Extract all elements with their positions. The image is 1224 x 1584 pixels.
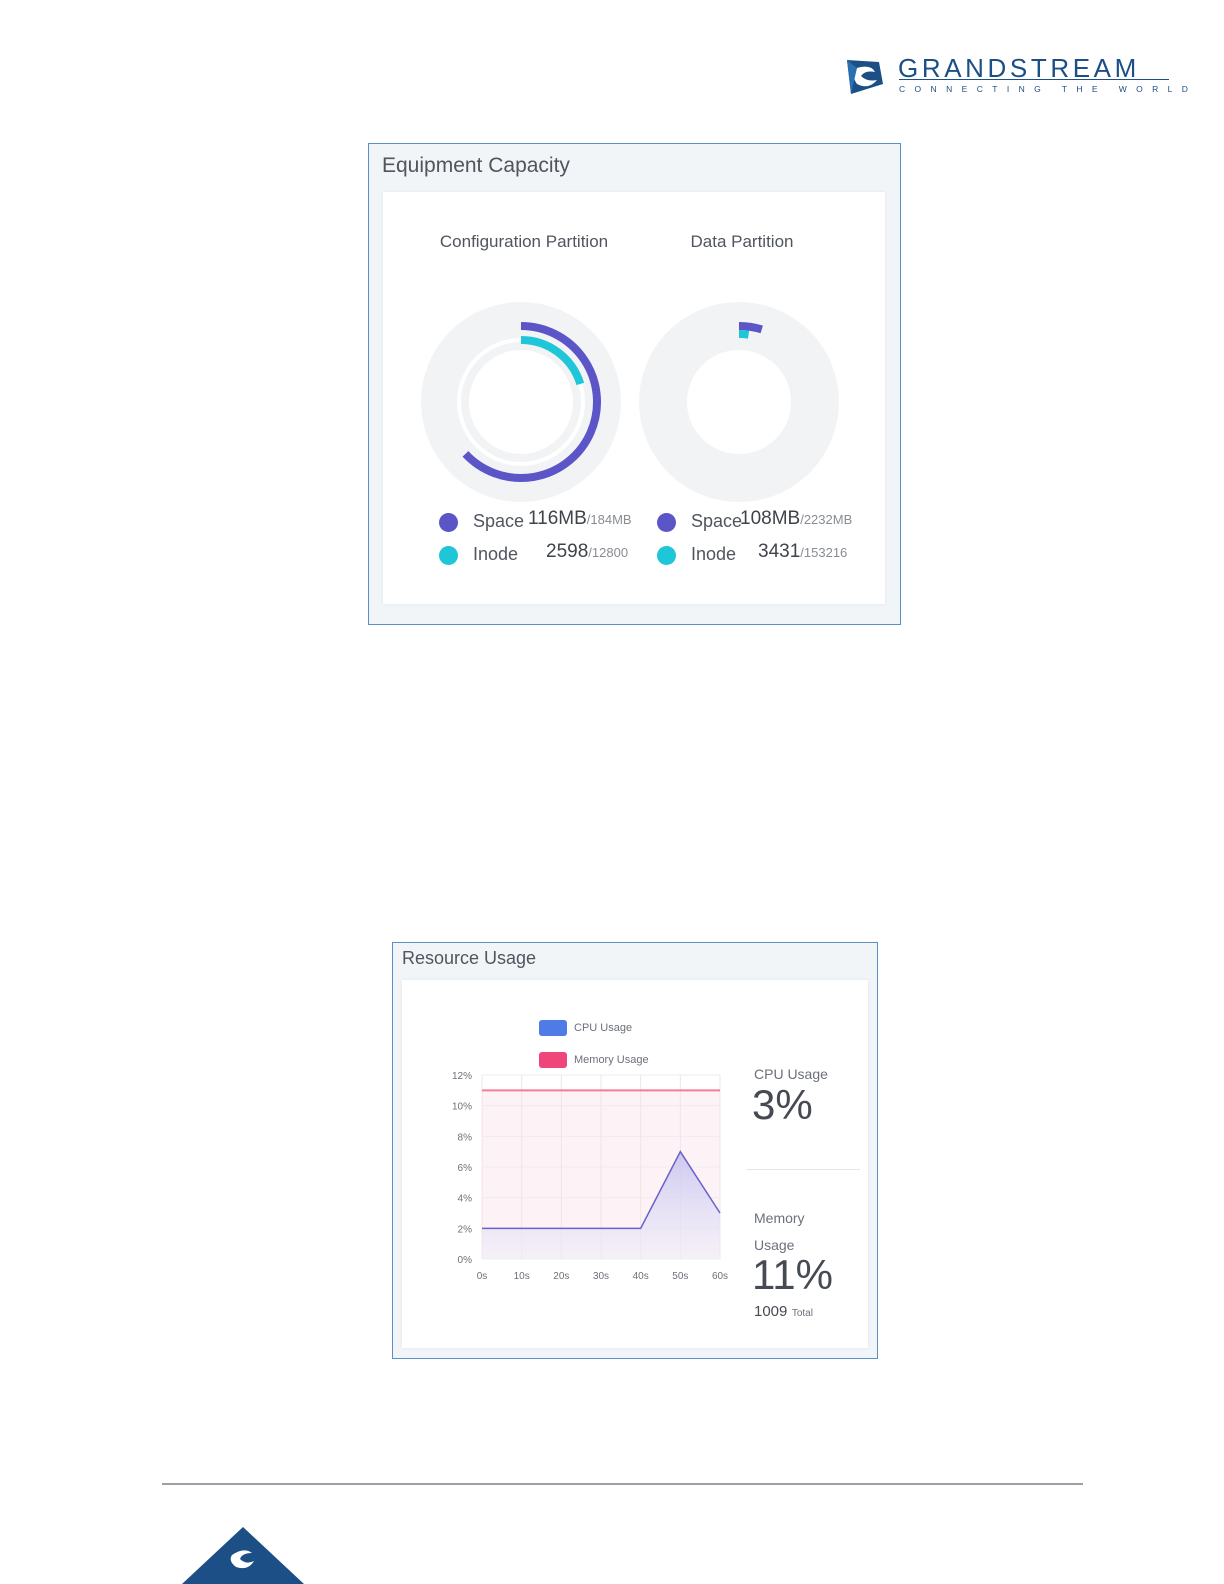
brand-underline	[899, 79, 1169, 80]
memory-total: 1009 Total	[754, 1303, 813, 1321]
memory-usage-label-line1: Memory	[754, 1210, 805, 1226]
data-partition-donut	[639, 302, 839, 502]
configuration-inode-arc	[520, 336, 585, 386]
footer-logo-icon	[230, 1550, 254, 1569]
space-label: Space	[691, 511, 743, 531]
y-tick-label: 4%	[458, 1194, 473, 1205]
x-tick-label: 0s	[477, 1271, 488, 1282]
inode-label: Inode	[691, 544, 737, 564]
configuration-inode-value: 2598/12800	[546, 541, 628, 563]
footer-divider	[162, 1483, 1083, 1485]
brand-name: GRANDSTREAM	[898, 53, 1140, 83]
space-label: Space	[473, 511, 525, 531]
data-partition-title: Data Partition	[690, 232, 794, 251]
y-tick-label: 12%	[452, 1071, 472, 1082]
resource-usage-body: CPU Usage Memory Usage 0% 2% 4% 6% 8% 10% 12% 0…	[402, 980, 868, 1348]
configuration-space-used: 116MB	[528, 508, 587, 529]
configuration-space-legend: Space 116MB/184MB	[439, 508, 639, 534]
footer-logo-triangle	[182, 1527, 304, 1584]
configuration-inode-legend: Inode 2598/12800	[439, 541, 639, 567]
chart-layer: 0% 2% 4% 6% 8% 10% 12% 0s 10s 20s 30s 40s 50s 60s	[452, 1071, 728, 1282]
x-tick-label: 10s	[514, 1271, 530, 1282]
data-inode-value: 3431/153216	[758, 541, 847, 563]
data-space-used: 108MB	[740, 508, 801, 529]
resource-usage-panel: Resource Usage CPU Usage Memory Usage 0%…	[392, 942, 878, 1359]
configuration-inode-total: /12800	[588, 545, 629, 560]
y-tick-label: 6%	[458, 1163, 473, 1174]
configuration-space-arc	[462, 322, 601, 482]
cpu-usage-line	[482, 1150, 721, 1230]
x-tick-label: 20s	[553, 1271, 569, 1282]
y-tick-label: 2%	[458, 1224, 473, 1235]
data-inode-total: /153216	[800, 545, 848, 560]
data-space-legend: Space 108MB/2232MB	[657, 508, 872, 534]
configuration-space-value: 116MB/184MB	[528, 508, 632, 530]
inode-label: Inode	[473, 544, 519, 564]
footer-triangle-shape	[182, 1527, 304, 1584]
cpu-legend-label: CPU Usage	[574, 1022, 633, 1034]
memory-legend-swatch	[539, 1052, 567, 1068]
x-tick-label: 60s	[712, 1271, 728, 1282]
equipment-capacity-body: Configuration Partition Space 116MB/184M…	[383, 192, 885, 604]
inode-dot-icon	[657, 546, 676, 565]
configuration-space-total: /184MB	[586, 512, 632, 527]
data-space-value: 108MB/2232MB	[740, 508, 852, 530]
data-space-arc	[738, 322, 763, 334]
y-tick-label: 10%	[452, 1102, 472, 1113]
data-inode-arc	[738, 329, 750, 339]
brand-tagline: CONNECTING THE WORLD	[899, 84, 1198, 94]
data-inode-used: 3431	[758, 541, 801, 562]
memory-total-number: 1009	[754, 1303, 788, 1320]
y-tick-label: 8%	[458, 1132, 473, 1143]
x-tick-label: 30s	[593, 1271, 609, 1282]
data-space-total: /2232MB	[800, 512, 853, 527]
configuration-partition-donut	[421, 302, 621, 502]
y-tick-label: 0%	[458, 1255, 473, 1266]
cpu-usage-area	[482, 1151, 720, 1259]
memory-legend-label: Memory Usage	[574, 1054, 649, 1066]
configuration-inode-used: 2598	[546, 541, 589, 562]
stat-divider	[746, 1169, 860, 1170]
x-tick-label: 50s	[672, 1271, 688, 1282]
inode-dot-icon	[439, 546, 458, 565]
cpu-usage-value: 3%	[752, 1081, 813, 1128]
brand-logo: GRANDSTREAM CONNECTING THE WORLD	[843, 53, 1188, 99]
space-dot-icon	[439, 513, 458, 532]
configuration-partition-title: Configuration Partition	[439, 232, 609, 251]
equipment-capacity-panel: Equipment Capacity Configuration Partiti…	[368, 143, 901, 625]
cpu-legend-swatch	[539, 1020, 567, 1036]
memory-total-word: Total	[791, 1308, 813, 1319]
x-tick-label: 40s	[633, 1271, 649, 1282]
data-inode-legend: Inode 3431/153216	[657, 541, 872, 567]
memory-usage-label-line2: Usage	[754, 1237, 795, 1253]
resource-usage-chart: 0% 2% 4% 6% 8% 10% 12% 0s 10s 20s 30s 40s 50s 60s	[452, 1071, 728, 1282]
grandstream-logo-icon	[847, 60, 883, 94]
cpu-usage-label: CPU Usage	[754, 1066, 828, 1082]
space-dot-icon	[657, 513, 676, 532]
data-donut-track	[639, 302, 839, 502]
resource-usage-title: Resource Usage	[402, 948, 537, 968]
memory-usage-value: 11%	[752, 1251, 833, 1298]
equipment-capacity-title: Equipment Capacity	[382, 154, 570, 177]
